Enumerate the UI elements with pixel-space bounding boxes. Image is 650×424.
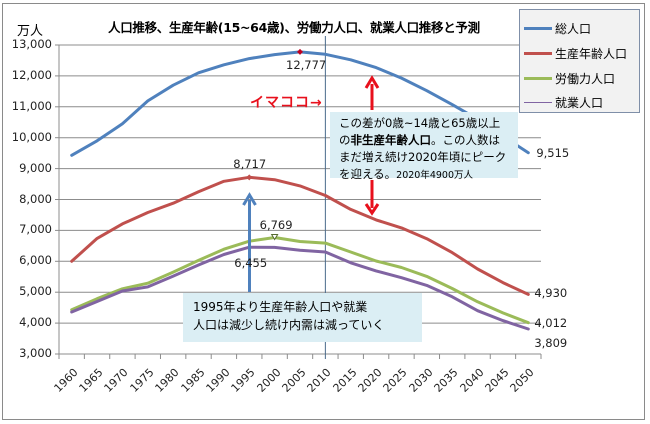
note-non-working-age: この差が0歳~14歳と65歳以上 の非生産年齢人口。この人数は まだ増え続け20…	[330, 112, 518, 181]
legend-swatch-labor-force	[524, 76, 552, 80]
y-tick-label: 7,000	[19, 222, 52, 237]
note1-line2-post: 。この人数は	[431, 133, 500, 147]
data-label: 12,777	[286, 57, 327, 72]
legend-swatch-employed	[524, 101, 552, 103]
y-tick-label: 4,000	[19, 315, 52, 330]
data-label: 3,809	[534, 336, 568, 350]
note1-line3: まだ増え続け2020年頃にピーク	[339, 150, 507, 164]
legend-item-working-age: 生産年齢人口	[524, 46, 628, 61]
y-tick-label: 13,000	[11, 37, 52, 51]
note1-line4-main: を迎える。	[339, 167, 397, 181]
note1-line4: を迎える。2020年4900万人	[339, 166, 518, 184]
chart-title: 人口推移、生産年齢(15~64歳)、労働力人口、就業人口推移と予測	[108, 20, 480, 35]
data-label: 8,717	[233, 157, 267, 172]
legend-label-employed: 就業人口	[555, 95, 604, 110]
note1-line2: の非生産年齢人口。この人数は	[339, 132, 518, 149]
note-decline-since-1995: 1995年より生産年齢人口や就業 人口は減少し続け内需は減っていく	[183, 293, 422, 342]
red-arrow-down-head	[364, 203, 380, 216]
note1-line1: この差が0歳~14歳と65歳以上	[339, 116, 501, 130]
series-line-2	[70, 236, 530, 325]
y-tick-label: 12,000	[11, 67, 52, 82]
y-tick-label: 11,000	[11, 98, 52, 113]
peak-marker-labor-force	[270, 234, 279, 241]
legend: 総人口 生産年齢人口 労働力人口 就業人口	[519, 9, 640, 113]
legend-item-employed: 就業人口	[524, 95, 604, 110]
legend-label-working-age: 生産年齢人口	[555, 46, 628, 61]
note1-line2-pre: の	[339, 133, 351, 147]
series-line-3	[70, 245, 530, 331]
note2-line1: 1995年より生産年齢人口や就業	[193, 300, 368, 314]
peak-marker-total	[297, 48, 303, 55]
legend-item-total: 総人口	[524, 21, 592, 36]
y-tick-label: 6,000	[19, 253, 52, 268]
legend-label-total: 総人口	[555, 21, 592, 36]
red-arrow-up-head	[364, 75, 380, 89]
data-label: 4,012	[534, 315, 568, 330]
y-tick-label: 9,000	[19, 160, 52, 175]
y-tick-label: 5,000	[19, 284, 52, 299]
note1-line4-small: 2020年4900万人	[396, 170, 474, 181]
imakoko-annotation: イマココ→	[250, 95, 323, 111]
data-label: 6,455	[234, 256, 268, 271]
y-axis-unit-label: 万人	[17, 24, 44, 39]
series-line-1	[70, 175, 530, 296]
blue-arrow-head	[242, 192, 257, 206]
y-tick-label: 3,000	[19, 346, 52, 360]
data-label: 9,515	[536, 145, 570, 160]
y-tick-label: 8,000	[19, 191, 52, 206]
legend-item-labor-force: 労働力人口	[524, 71, 616, 86]
data-label: 6,769	[259, 217, 293, 232]
note2-line2: 人口は減少し続け内需は減っていく	[193, 318, 385, 332]
peak-marker-working-age	[246, 174, 253, 181]
legend-label-labor-force: 労働力人口	[555, 71, 616, 86]
note1-line2-bold: 非生産年齢人口	[350, 133, 432, 147]
legend-swatch-total	[524, 26, 552, 30]
y-tick-label: 10,000	[11, 129, 52, 144]
data-label: 4,930	[534, 286, 568, 301]
legend-swatch-working-age	[524, 51, 552, 55]
